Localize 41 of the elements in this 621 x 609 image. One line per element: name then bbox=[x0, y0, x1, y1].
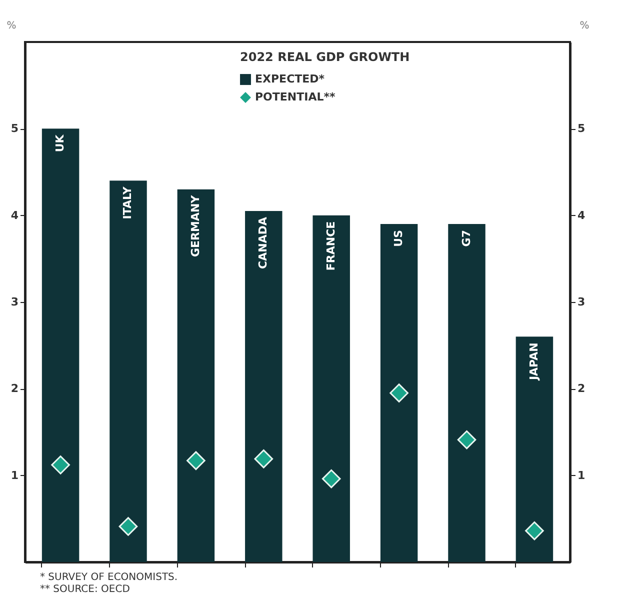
y-tick-label: 1 bbox=[10, 468, 18, 482]
point bbox=[322, 469, 341, 488]
bar bbox=[110, 180, 147, 562]
x-tick-label: JAPAN bbox=[527, 342, 540, 382]
x-tick-label: G7 bbox=[460, 230, 473, 247]
x-tick-label: FRANCE bbox=[324, 221, 338, 271]
x-tick-label: US bbox=[392, 230, 406, 247]
y2-tick-label: 5 bbox=[578, 122, 586, 136]
point bbox=[457, 430, 476, 450]
y2-axis-title: % bbox=[580, 20, 590, 32]
y2-tick-label: 4 bbox=[578, 208, 586, 222]
x-tick-label: UK bbox=[54, 134, 67, 152]
bar bbox=[245, 211, 282, 562]
bar bbox=[42, 128, 80, 562]
point bbox=[390, 384, 408, 402]
y2-tick-label: 2 bbox=[578, 382, 586, 396]
bar bbox=[177, 189, 215, 562]
bar bbox=[312, 215, 350, 562]
text: ** SOURCE: OECD bbox=[40, 584, 131, 596]
bar bbox=[380, 224, 418, 562]
y2-tick-label: 3 bbox=[578, 296, 586, 308]
y-tick-label: 2 bbox=[10, 382, 18, 396]
point bbox=[118, 517, 138, 536]
x-tick-label: ITALY bbox=[121, 186, 134, 220]
y-axis-title: % bbox=[6, 20, 16, 32]
point bbox=[51, 456, 70, 474]
y-tick-label: 3 bbox=[10, 296, 18, 308]
legend-label: EXPECTED* bbox=[255, 72, 325, 86]
y2-tick-label: 1 bbox=[578, 468, 586, 482]
y-tick-label: 5 bbox=[10, 122, 18, 136]
point bbox=[186, 451, 206, 470]
y-tick-label: 4 bbox=[10, 208, 19, 222]
legend-label: POTENTIAL** bbox=[255, 90, 336, 104]
text: * SURVEY OF ECONOMISTS. bbox=[40, 572, 179, 584]
x-tick-label: GERMANY bbox=[188, 194, 202, 257]
point bbox=[254, 449, 274, 468]
x-tick-label: CANADA bbox=[256, 216, 270, 269]
legend-title: 2022 REAL GDP GROWTH bbox=[240, 50, 410, 64]
point bbox=[525, 521, 544, 540]
bar bbox=[516, 336, 554, 562]
bar bbox=[448, 224, 486, 562]
